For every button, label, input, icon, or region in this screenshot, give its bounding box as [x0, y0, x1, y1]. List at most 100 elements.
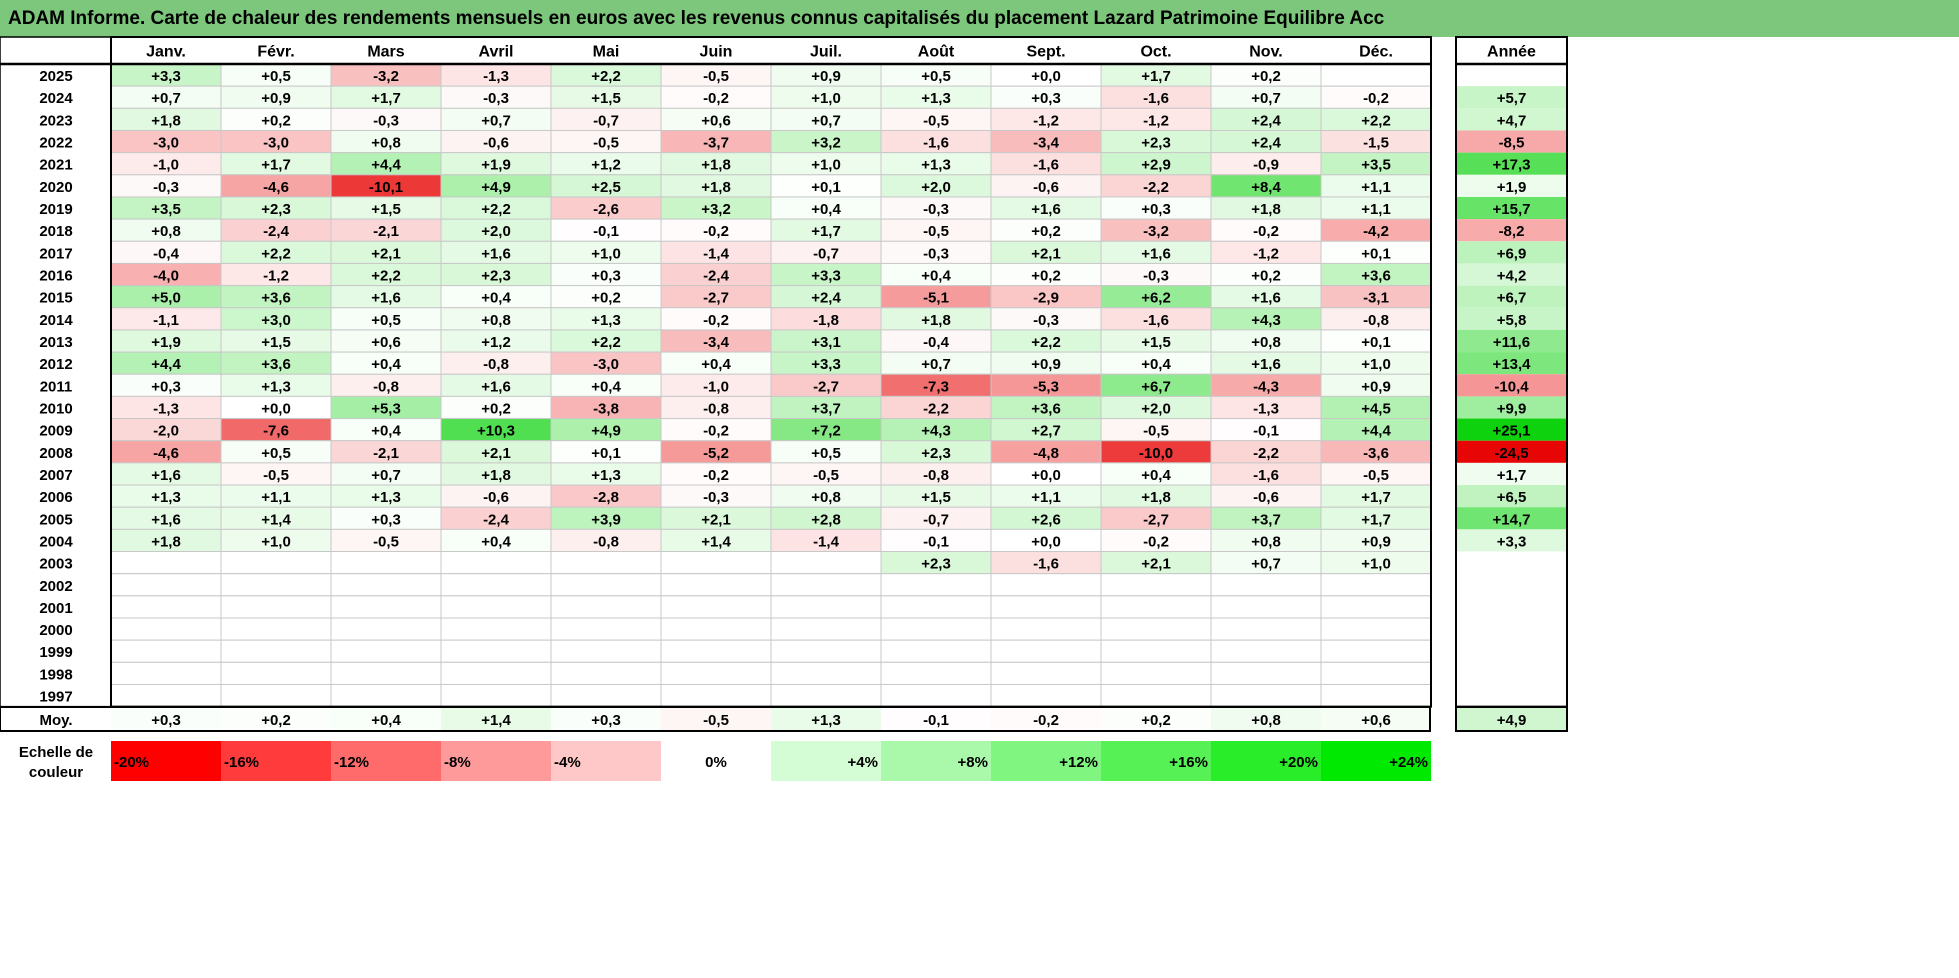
cell-value: -0,2: [1143, 533, 1169, 550]
year-label: 2014: [39, 312, 73, 329]
heatmap-cell: [1100, 617, 1212, 641]
cell-value: -0,5: [813, 467, 839, 484]
heatmap-cell: [770, 573, 882, 597]
heatmap-cell: [660, 683, 772, 708]
heatmap-cell: [220, 639, 332, 663]
year-label: 2000: [39, 622, 72, 639]
heatmap-cell: [110, 595, 222, 619]
average-cell: [881, 707, 991, 731]
cell-value: +7,2: [811, 423, 841, 440]
cell-value: +0,4: [1141, 356, 1171, 373]
cell-value: +1,6: [151, 467, 181, 484]
annual-value: +6,5: [1497, 489, 1527, 506]
cell-value: +1,8: [151, 533, 181, 550]
cell-value: -3,0: [153, 135, 179, 152]
cell-value: +1,6: [1251, 356, 1281, 373]
average-cell: [661, 707, 771, 731]
heatmap-cell: [550, 639, 662, 663]
average-value: +0,3: [591, 712, 621, 729]
average-value: -0,2: [1033, 712, 1059, 729]
cell-value: +1,4: [701, 533, 731, 550]
cell-value: +0,9: [1031, 356, 1061, 373]
cell-value: +1,8: [921, 312, 951, 329]
year-label: 2010: [39, 400, 72, 417]
cell-value: +0,4: [371, 423, 401, 440]
year-label: 1997: [39, 689, 72, 706]
annual-cell: [1456, 573, 1567, 596]
annual-cell: [1456, 618, 1567, 641]
heatmap-cell: [1210, 573, 1322, 597]
heatmap-cell: [550, 617, 662, 641]
heatmap-cell: [1210, 683, 1322, 708]
heatmap-cell: [220, 683, 332, 708]
heatmap-cell: [880, 661, 992, 685]
heatmap-cell: [880, 595, 992, 619]
average-cell: [1321, 707, 1431, 731]
cell-value: +2,1: [371, 245, 401, 262]
heatmap-cell: [660, 595, 772, 619]
heatmap-cell: [1320, 573, 1432, 597]
heatmap-cell: [770, 617, 882, 641]
cell-value: -0,9: [1253, 157, 1279, 174]
heatmap-cell: [880, 617, 992, 641]
cell-value: +10,3: [477, 423, 515, 440]
cell-value: -0,1: [593, 223, 619, 240]
heatmap-cell: [550, 683, 662, 708]
year-label: 2018: [39, 223, 72, 240]
cell-value: -2,7: [703, 290, 729, 307]
cell-value: -1,4: [813, 533, 840, 550]
cell-value: +1,5: [261, 334, 291, 351]
cell-value: -3,4: [703, 334, 730, 351]
cell-value: +0,0: [261, 400, 291, 417]
average-cell: [441, 707, 551, 731]
cell-value: -2,2: [1253, 445, 1279, 462]
cell-value: -2,4: [263, 223, 290, 240]
heatmap-cell: [1100, 683, 1212, 708]
annual-cell: [1456, 684, 1567, 707]
year-label: 2003: [39, 556, 72, 573]
cell-value: -1,3: [153, 400, 179, 417]
cell-value: +0,4: [921, 268, 951, 285]
cell-value: +2,2: [1031, 334, 1061, 351]
cell-value: -0,2: [1253, 223, 1279, 240]
heatmap-cell: [1320, 595, 1432, 619]
heatmap-cell: [330, 551, 442, 575]
annual-cell: [1456, 462, 1567, 486]
cell-value: -0,3: [1143, 268, 1169, 285]
cell-value: +0,7: [1251, 90, 1281, 107]
cell-value: -0,8: [1363, 312, 1389, 329]
month-header: Nov.: [1249, 44, 1282, 61]
annual-cell: [1456, 329, 1567, 353]
heatmap-cell: [1100, 661, 1212, 685]
annual-cell: [1456, 662, 1567, 685]
cell-value: -4,0: [153, 268, 179, 285]
cell-value: +3,2: [701, 201, 731, 218]
cell-value: +3,7: [1251, 511, 1281, 528]
heatmap-cell: [880, 573, 992, 597]
cell-value: -0,5: [593, 135, 619, 152]
cell-value: +2,2: [481, 201, 511, 218]
cell-value: +1,8: [481, 467, 511, 484]
cell-value: +3,6: [261, 290, 291, 307]
cell-value: +0,3: [591, 268, 621, 285]
heatmap-cell: [220, 573, 332, 597]
cell-value: -3,7: [703, 135, 729, 152]
cell-value: -0,3: [153, 179, 179, 196]
average-cell: [551, 707, 661, 731]
cell-value: -0,2: [703, 423, 729, 440]
cell-value: -4,6: [153, 445, 179, 462]
heatmap-cell: [330, 639, 442, 663]
scale-swatch: [1321, 741, 1431, 781]
average-value: +0,3: [151, 712, 181, 729]
scale-value: -16%: [224, 754, 259, 771]
year-label: 2023: [39, 112, 72, 129]
heatmap-cell: [1100, 595, 1212, 619]
cell-value: +3,1: [811, 334, 841, 351]
heatmap-cell: [550, 551, 662, 575]
cell-value: -3,6: [1363, 445, 1389, 462]
cell-value: -2,0: [153, 423, 179, 440]
year-label: 2015: [39, 290, 72, 307]
annual-cell: [1456, 307, 1567, 330]
cell-value: +0,7: [921, 356, 951, 373]
cell-value: +1,2: [481, 334, 511, 351]
